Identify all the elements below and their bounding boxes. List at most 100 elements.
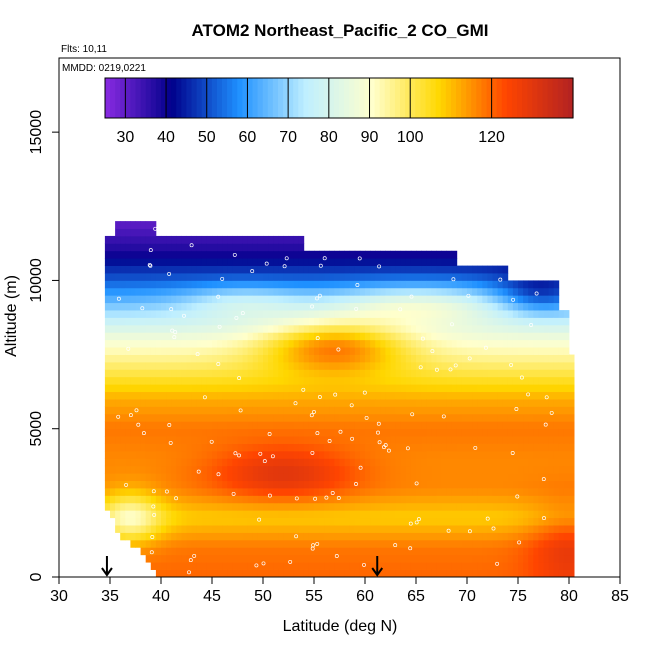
heatmap-cell xyxy=(482,295,488,304)
heatmap-cell xyxy=(431,458,437,467)
heatmap-cell xyxy=(390,428,396,437)
x-tick-label: 40 xyxy=(152,588,170,605)
heatmap-cell xyxy=(232,258,238,266)
heatmap-cell xyxy=(186,473,192,482)
observation-point xyxy=(519,375,524,380)
heatmap-cell xyxy=(161,250,167,259)
heatmap-cell xyxy=(283,532,289,541)
observation-point xyxy=(147,262,152,267)
heatmap-cell xyxy=(400,458,407,467)
heatmap-cell xyxy=(507,488,514,496)
heatmap-cell xyxy=(563,361,570,370)
heatmap-cell xyxy=(359,495,366,504)
heatmap-cell xyxy=(365,258,371,266)
heatmap-cell xyxy=(477,265,483,274)
heatmap-cell xyxy=(487,376,493,385)
heatmap-cell xyxy=(523,458,529,467)
heatmap-cell xyxy=(461,376,468,385)
heatmap-cell xyxy=(441,310,447,318)
heatmap-cell xyxy=(252,295,259,304)
heatmap-cell xyxy=(242,391,249,400)
observation-point xyxy=(408,521,413,526)
heatmap-cell xyxy=(308,517,315,526)
heatmap-cell xyxy=(125,532,131,541)
heatmap-cell xyxy=(385,517,391,526)
heatmap-cell xyxy=(308,562,315,570)
heatmap-cell xyxy=(191,436,198,444)
heatmap-cell xyxy=(227,480,233,489)
heatmap-cell xyxy=(390,510,396,519)
observation-point xyxy=(152,512,157,517)
heatmap-cell xyxy=(278,569,284,577)
heatmap-cell xyxy=(308,287,315,296)
heatmap-cell xyxy=(512,517,519,526)
heatmap-cell xyxy=(538,376,544,385)
heatmap-cell xyxy=(370,265,376,274)
heatmap-cell xyxy=(212,458,218,467)
heatmap-cell xyxy=(421,547,427,556)
heatmap-cell xyxy=(451,569,458,577)
x-tick-label: 75 xyxy=(509,588,527,605)
heatmap-cell xyxy=(461,428,468,437)
heatmap-cell xyxy=(283,354,289,363)
heatmap-cell xyxy=(558,369,565,378)
heatmap-cell xyxy=(451,458,458,467)
heatmap-cell xyxy=(482,265,488,274)
heatmap-cell xyxy=(528,287,534,296)
observation-point xyxy=(336,347,341,352)
heatmap-cell xyxy=(472,339,478,348)
heatmap-cell xyxy=(283,369,289,378)
heatmap-cell xyxy=(512,391,519,400)
heatmap-cell xyxy=(217,428,223,437)
heatmap-cell xyxy=(477,324,483,333)
heatmap-cell xyxy=(390,399,396,407)
heatmap-cell xyxy=(227,569,233,577)
heatmap-cell xyxy=(252,399,259,407)
heatmap-cell xyxy=(487,295,493,304)
heatmap-cell xyxy=(155,436,162,444)
heatmap-cell xyxy=(451,384,458,393)
heatmap-cell xyxy=(487,361,493,370)
heatmap-cell xyxy=(533,458,539,467)
heatmap-cell xyxy=(252,547,259,556)
colorbar-cell xyxy=(471,78,477,118)
heatmap-cell xyxy=(206,443,213,452)
heatmap-cell xyxy=(324,428,330,437)
heatmap-cell xyxy=(390,495,396,504)
heatmap-cell xyxy=(410,391,417,400)
heatmap-cell xyxy=(186,250,192,259)
heatmap-cell xyxy=(528,554,534,563)
colorbar-cell xyxy=(283,78,289,118)
heatmap-cell xyxy=(487,384,493,393)
heatmap-cell xyxy=(487,569,493,577)
heatmap-cell xyxy=(130,450,136,459)
heatmap-cell xyxy=(222,324,228,333)
heatmap-cell xyxy=(314,502,320,511)
heatmap-cell xyxy=(232,517,238,526)
heatmap-cell xyxy=(416,324,422,333)
observation-point xyxy=(358,465,363,470)
heatmap-cell xyxy=(365,369,371,378)
observation-point xyxy=(430,349,435,354)
heatmap-cell xyxy=(472,280,478,289)
heatmap-cell xyxy=(206,428,213,437)
heatmap-cell xyxy=(222,436,228,444)
heatmap-cell xyxy=(390,532,396,541)
heatmap-cell xyxy=(329,562,335,570)
heatmap-cell xyxy=(390,436,396,444)
heatmap-cell xyxy=(477,517,483,526)
heatmap-cell xyxy=(212,399,218,407)
observation-point xyxy=(196,469,201,474)
heatmap-cell xyxy=(390,280,396,289)
heatmap-cell xyxy=(217,243,223,252)
heatmap-cell xyxy=(502,354,509,363)
heatmap-cell xyxy=(288,347,294,355)
heatmap-cell xyxy=(273,265,279,274)
heatmap-cell xyxy=(247,265,254,274)
heatmap-cell xyxy=(334,406,340,415)
heatmap-cell xyxy=(288,480,294,489)
heatmap-cell xyxy=(196,502,203,511)
heatmap-cell xyxy=(502,488,509,496)
heatmap-cell xyxy=(298,436,305,444)
heatmap-cell xyxy=(461,436,468,444)
